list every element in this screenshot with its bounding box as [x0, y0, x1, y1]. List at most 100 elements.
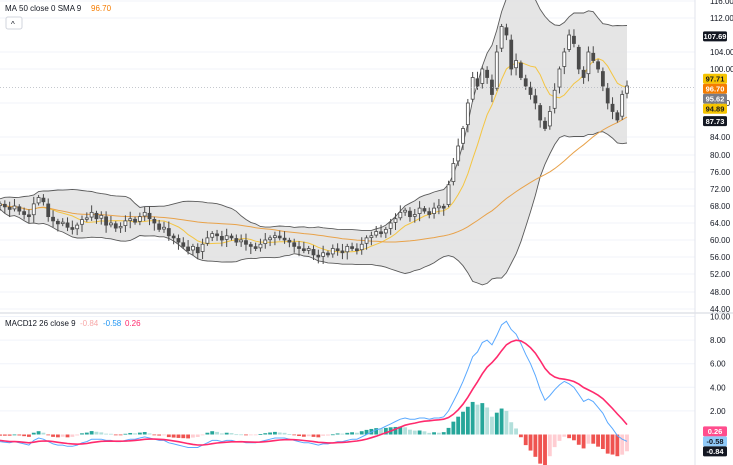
- candle[interactable]: [340, 243, 345, 260]
- candle[interactable]: [369, 231, 374, 246]
- candle[interactable]: [335, 243, 340, 256]
- candle[interactable]: [65, 217, 70, 232]
- candle[interactable]: [465, 98, 470, 133]
- candle[interactable]: [572, 29, 576, 48]
- candle[interactable]: [504, 23, 509, 41]
- candle[interactable]: [596, 59, 600, 73]
- candle[interactable]: [552, 83, 557, 114]
- candle[interactable]: [268, 235, 272, 247]
- candle[interactable]: [383, 226, 388, 239]
- candle[interactable]: [51, 210, 55, 228]
- candle[interactable]: [456, 138, 461, 167]
- candle[interactable]: [494, 44, 499, 91]
- candle[interactable]: [538, 103, 543, 128]
- candle[interactable]: [84, 212, 89, 222]
- candle[interactable]: [89, 205, 94, 221]
- candle[interactable]: [94, 210, 99, 224]
- candle[interactable]: [142, 206, 147, 222]
- candle[interactable]: [620, 90, 625, 120]
- candle[interactable]: [181, 237, 186, 249]
- candle[interactable]: [427, 207, 432, 219]
- candle[interactable]: [576, 44, 581, 75]
- candle[interactable]: [80, 215, 84, 232]
- candle[interactable]: [330, 244, 335, 258]
- candle[interactable]: [60, 218, 65, 227]
- candle[interactable]: [234, 234, 239, 246]
- candle[interactable]: [27, 209, 31, 223]
- candle[interactable]: [41, 194, 46, 206]
- candle[interactable]: [408, 207, 412, 222]
- candle[interactable]: [113, 221, 118, 232]
- candle[interactable]: [200, 238, 205, 260]
- candle[interactable]: [321, 245, 326, 265]
- candle[interactable]: [490, 74, 494, 103]
- candle[interactable]: [393, 213, 398, 231]
- candle[interactable]: [162, 221, 166, 233]
- candle[interactable]: [591, 46, 596, 64]
- candle[interactable]: [364, 235, 369, 250]
- candle[interactable]: [557, 66, 562, 94]
- candle[interactable]: [205, 230, 210, 246]
- candle[interactable]: [239, 234, 244, 247]
- candle[interactable]: [301, 241, 306, 254]
- candle[interactable]: [253, 242, 258, 252]
- candle[interactable]: [379, 224, 383, 238]
- candle[interactable]: [166, 221, 171, 241]
- candle[interactable]: [533, 88, 538, 110]
- candle[interactable]: [229, 233, 234, 241]
- candle[interactable]: [287, 237, 292, 248]
- candle[interactable]: [451, 157, 456, 186]
- candle[interactable]: [273, 231, 277, 246]
- candle[interactable]: [567, 29, 572, 52]
- candle[interactable]: [461, 125, 465, 151]
- candle[interactable]: [258, 238, 263, 252]
- candle[interactable]: [118, 222, 123, 233]
- candle[interactable]: [22, 207, 27, 220]
- ma-legend[interactable]: MA 50 close 0 SMA 9 96.70: [5, 4, 112, 13]
- candle[interactable]: [297, 241, 301, 257]
- candle[interactable]: [432, 202, 436, 219]
- candle[interactable]: [518, 60, 523, 81]
- candle[interactable]: [412, 208, 417, 223]
- candle[interactable]: [625, 80, 629, 99]
- candle[interactable]: [224, 228, 229, 248]
- candle[interactable]: [31, 196, 36, 223]
- candle[interactable]: [509, 34, 514, 76]
- candle[interactable]: [191, 243, 195, 256]
- candle[interactable]: [547, 105, 552, 130]
- macd-legend[interactable]: MACD 12 26 close 9 -0.84 -0.58 0.26: [5, 319, 141, 328]
- collapse-button-frame[interactable]: [5, 16, 23, 30]
- candle[interactable]: [437, 198, 441, 215]
- candle[interactable]: [137, 212, 142, 226]
- candle[interactable]: [480, 66, 485, 89]
- candle[interactable]: [75, 222, 80, 236]
- candle[interactable]: [133, 216, 137, 225]
- candle[interactable]: [171, 233, 176, 245]
- candle[interactable]: [7, 201, 12, 218]
- candle[interactable]: [70, 220, 75, 235]
- candle[interactable]: [605, 83, 610, 110]
- candle[interactable]: [109, 215, 113, 228]
- candle[interactable]: [99, 211, 104, 225]
- candle[interactable]: [543, 117, 547, 132]
- candle[interactable]: [36, 194, 41, 206]
- candle[interactable]: [562, 47, 567, 75]
- candle[interactable]: [610, 97, 615, 120]
- candle[interactable]: [446, 180, 451, 208]
- candle[interactable]: [441, 203, 446, 216]
- candle[interactable]: [244, 233, 248, 251]
- candle[interactable]: [123, 215, 128, 232]
- candle[interactable]: [403, 207, 408, 216]
- candle[interactable]: [499, 23, 504, 52]
- candle[interactable]: [470, 71, 475, 102]
- candle[interactable]: [292, 238, 297, 253]
- candle[interactable]: [306, 245, 311, 255]
- candle[interactable]: [311, 245, 316, 260]
- candle[interactable]: [422, 206, 427, 214]
- macd-pane[interactable]: [0, 320, 629, 465]
- candle[interactable]: [514, 53, 518, 76]
- candle[interactable]: [147, 206, 152, 226]
- candle[interactable]: [388, 218, 393, 235]
